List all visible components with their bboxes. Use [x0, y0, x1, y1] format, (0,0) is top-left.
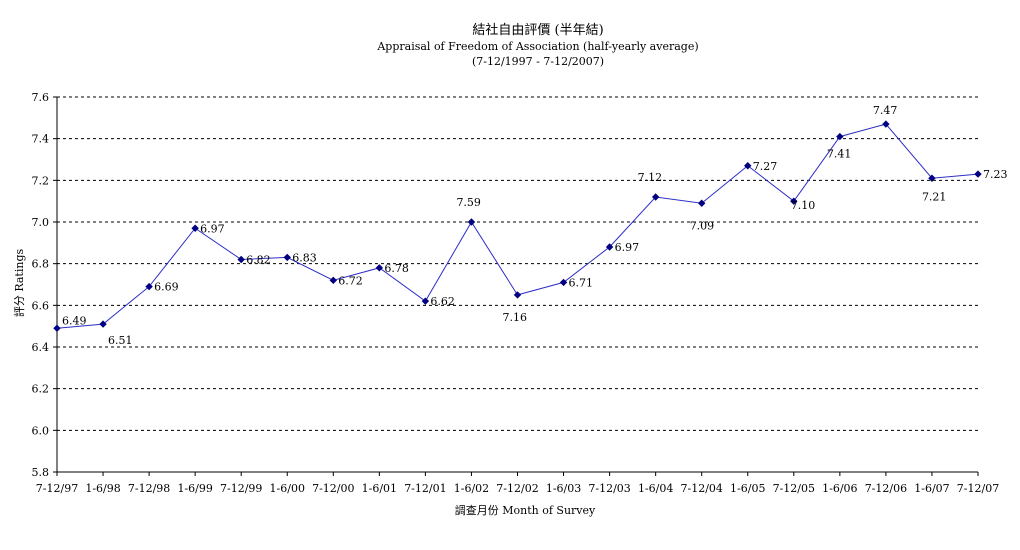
- data-point-label: 7.09: [690, 219, 715, 232]
- y-axis-title: 評分 Ratings: [12, 249, 26, 318]
- data-point-marker: [421, 297, 430, 305]
- data-point-label: 7.21: [922, 190, 947, 203]
- x-axis-tick-label: 7-12/00: [312, 482, 354, 495]
- data-point-marker: [329, 276, 338, 285]
- data-point-label: 7.16: [503, 311, 528, 324]
- data-point-marker: [513, 291, 522, 299]
- data-point-label: 6.62: [430, 295, 455, 308]
- data-point-marker: [605, 243, 614, 251]
- y-axis-tick-label: 7.6: [32, 91, 50, 104]
- data-point-marker: [651, 193, 660, 201]
- x-axis-tick-label: 1-6/02: [454, 482, 489, 495]
- x-axis-tick-label: 7-12/98: [128, 482, 170, 495]
- x-axis-tick-label: 1-6/04: [638, 482, 673, 495]
- data-point-label: 7.59: [456, 196, 481, 209]
- data-labels: 6.49 6.51 6.69 6.97 6.82 6.83 6.72 6.78 6.62 7.59…: [62, 104, 1008, 347]
- data-point-marker: [928, 174, 936, 182]
- data-point-label: 7.41: [827, 148, 852, 161]
- x-axis-tick-label: 1-6/98: [85, 482, 120, 495]
- y-axis-tick-label: 7.0: [32, 216, 50, 229]
- x-axis-tick-label: 1-6/07: [914, 482, 949, 495]
- y-axis-tick-label: 5.8: [32, 466, 50, 479]
- data-point-label: 6.97: [615, 241, 640, 254]
- data-point-marker: [559, 278, 568, 287]
- data-point-label: 6.78: [384, 262, 409, 275]
- x-axis-tick-label: 1-6/05: [730, 482, 765, 495]
- data-point-label: 6.72: [338, 274, 363, 287]
- data-point-marker: [283, 253, 291, 262]
- y-axis-tick-label: 6.6: [32, 299, 50, 312]
- data-point-marker: [974, 170, 982, 178]
- chart-subtitle: Appraisal of Freedom of Association (hal…: [376, 40, 698, 53]
- data-point-marker: [191, 224, 199, 232]
- data-point-label: 6.71: [569, 276, 594, 289]
- x-axis-tick-label: 7-12/03: [588, 482, 630, 495]
- data-point-label: 6.69: [154, 281, 179, 294]
- axes: 5.8 6.0 6.2 6.4 6.6 6.8 7.0 7.2 7.4 7.6 7-12/97 1-6…: [32, 91, 1000, 495]
- series-group: [53, 120, 982, 332]
- x-axis-tick-label: 7-12/07: [957, 482, 999, 495]
- data-point-label: 7.12: [638, 171, 663, 184]
- data-point-label: 6.82: [246, 254, 271, 267]
- data-point-marker: [744, 162, 752, 170]
- x-axis-tick-label: 1-6/03: [546, 482, 581, 495]
- y-axis-tick-label: 6.0: [32, 424, 50, 437]
- chart-date-range: (7-12/1997 - 7-12/2007): [472, 55, 604, 68]
- y-axis-tick-label: 6.8: [32, 258, 50, 271]
- y-axis-tick-label: 6.2: [32, 383, 50, 396]
- data-point-marker: [53, 324, 61, 332]
- data-point-label: 7.23: [983, 168, 1008, 181]
- data-point-label: 6.51: [108, 334, 133, 347]
- data-point-marker: [836, 132, 844, 141]
- x-axis-tick-label: 7-12/02: [496, 482, 538, 495]
- data-point-label: 6.83: [292, 251, 317, 264]
- x-axis-tick-label: 1-6/99: [177, 482, 212, 495]
- data-point-marker: [145, 282, 153, 291]
- data-point-label: 7.27: [753, 160, 778, 173]
- data-point-label: 6.49: [62, 314, 87, 327]
- x-axis-tick-label: 1-6/06: [822, 482, 857, 495]
- x-axis-tick-label: 7-12/04: [680, 482, 722, 495]
- x-axis-tick-label: 7-12/99: [220, 482, 262, 495]
- data-point-marker: [467, 218, 476, 226]
- y-axis-tick-label: 7.2: [32, 174, 50, 187]
- x-axis-title: 調查月份 Month of Survey: [455, 503, 596, 517]
- x-axis-tick-label: 1-6/00: [270, 482, 305, 495]
- data-point-label: 6.97: [200, 222, 225, 235]
- x-axis-tick-label: 1-6/01: [362, 482, 397, 495]
- data-point-marker: [237, 255, 245, 264]
- x-axis-tick-label: 7-12/05: [773, 482, 815, 495]
- y-axis-tick-label: 6.4: [32, 341, 50, 354]
- data-point-marker: [375, 264, 384, 272]
- x-axis-tick-label: 7-12/01: [404, 482, 446, 495]
- chart-title: 結社自由評價 (半年結): [472, 22, 603, 38]
- data-point-marker: [882, 120, 890, 128]
- data-point-marker: [99, 320, 107, 328]
- x-axis-tick-label: 7-12/06: [865, 482, 907, 495]
- data-point-marker: [697, 199, 706, 207]
- data-point-label: 7.47: [873, 104, 898, 117]
- data-point-label: 7.10: [791, 199, 816, 212]
- y-axis-tick-label: 7.4: [32, 133, 50, 146]
- x-axis-tick-label: 7-12/97: [36, 482, 78, 495]
- data-point-marker: [790, 197, 798, 205]
